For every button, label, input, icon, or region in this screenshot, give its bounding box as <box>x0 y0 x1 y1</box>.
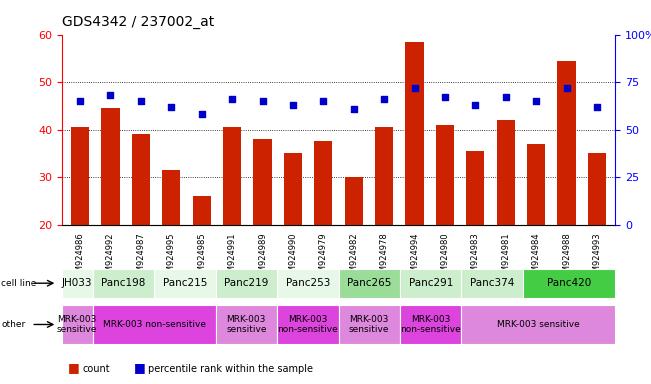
Text: MRK-003 sensitive: MRK-003 sensitive <box>497 320 580 329</box>
Bar <box>400 305 462 344</box>
Text: MRK-003 non-sensitive: MRK-003 non-sensitive <box>103 320 206 329</box>
Bar <box>277 269 339 298</box>
Point <box>166 104 176 110</box>
Bar <box>277 305 339 344</box>
Text: MRK-003
sensitive: MRK-003 sensitive <box>349 315 389 334</box>
Text: GDS4342 / 237002_at: GDS4342 / 237002_at <box>62 15 214 29</box>
Point <box>531 98 542 104</box>
Point <box>592 104 602 110</box>
Point <box>135 98 146 104</box>
Bar <box>162 170 180 225</box>
Point <box>288 102 298 108</box>
Point <box>318 98 329 104</box>
Point <box>470 102 480 108</box>
Bar <box>588 153 606 225</box>
Bar <box>497 120 515 225</box>
Bar <box>132 134 150 225</box>
Point <box>348 106 359 112</box>
Bar <box>215 269 277 298</box>
Text: ■: ■ <box>68 361 80 374</box>
Text: Panc291: Panc291 <box>409 278 453 288</box>
Point <box>197 111 207 118</box>
Bar <box>462 305 615 344</box>
Point <box>257 98 268 104</box>
Text: MRK-003
sensitive: MRK-003 sensitive <box>226 315 266 334</box>
Bar <box>466 151 484 225</box>
Text: MRK-003
non-sensitive: MRK-003 non-sensitive <box>400 315 461 334</box>
Text: Panc219: Panc219 <box>224 278 268 288</box>
Bar <box>339 269 400 298</box>
Text: MRK-003
sensitive: MRK-003 sensitive <box>57 315 98 334</box>
Text: Panc265: Panc265 <box>347 278 391 288</box>
Point <box>409 85 420 91</box>
Text: other: other <box>1 320 25 329</box>
Bar <box>102 108 120 225</box>
Text: Panc420: Panc420 <box>547 278 591 288</box>
Bar <box>92 269 154 298</box>
Bar <box>193 196 211 225</box>
Bar <box>344 177 363 225</box>
Text: ■: ■ <box>133 361 145 374</box>
Bar <box>62 269 92 298</box>
Bar <box>462 269 523 298</box>
Bar <box>314 141 333 225</box>
Bar <box>527 144 546 225</box>
Text: Panc253: Panc253 <box>286 278 330 288</box>
Text: JH033: JH033 <box>62 278 92 288</box>
Text: cell line: cell line <box>1 279 36 288</box>
Point <box>75 98 85 104</box>
Bar <box>436 125 454 225</box>
Bar <box>523 269 615 298</box>
Point <box>561 85 572 91</box>
Text: MRK-003
non-sensitive: MRK-003 non-sensitive <box>277 315 338 334</box>
Point <box>501 94 511 100</box>
Bar <box>339 305 400 344</box>
Bar <box>92 305 215 344</box>
Text: Panc215: Panc215 <box>163 278 207 288</box>
Point <box>105 92 116 98</box>
Text: percentile rank within the sample: percentile rank within the sample <box>148 364 312 374</box>
Bar <box>154 269 215 298</box>
Text: Panc198: Panc198 <box>101 278 146 288</box>
Bar <box>62 305 92 344</box>
Bar <box>223 127 242 225</box>
Bar <box>557 61 575 225</box>
Point <box>379 96 389 102</box>
Bar <box>406 42 424 225</box>
Point <box>439 94 450 100</box>
Text: Panc374: Panc374 <box>470 278 514 288</box>
Bar <box>400 269 462 298</box>
Bar <box>375 127 393 225</box>
Bar <box>215 305 277 344</box>
Text: count: count <box>83 364 110 374</box>
Bar <box>253 139 271 225</box>
Bar <box>71 127 89 225</box>
Bar <box>284 153 302 225</box>
Point <box>227 96 238 102</box>
